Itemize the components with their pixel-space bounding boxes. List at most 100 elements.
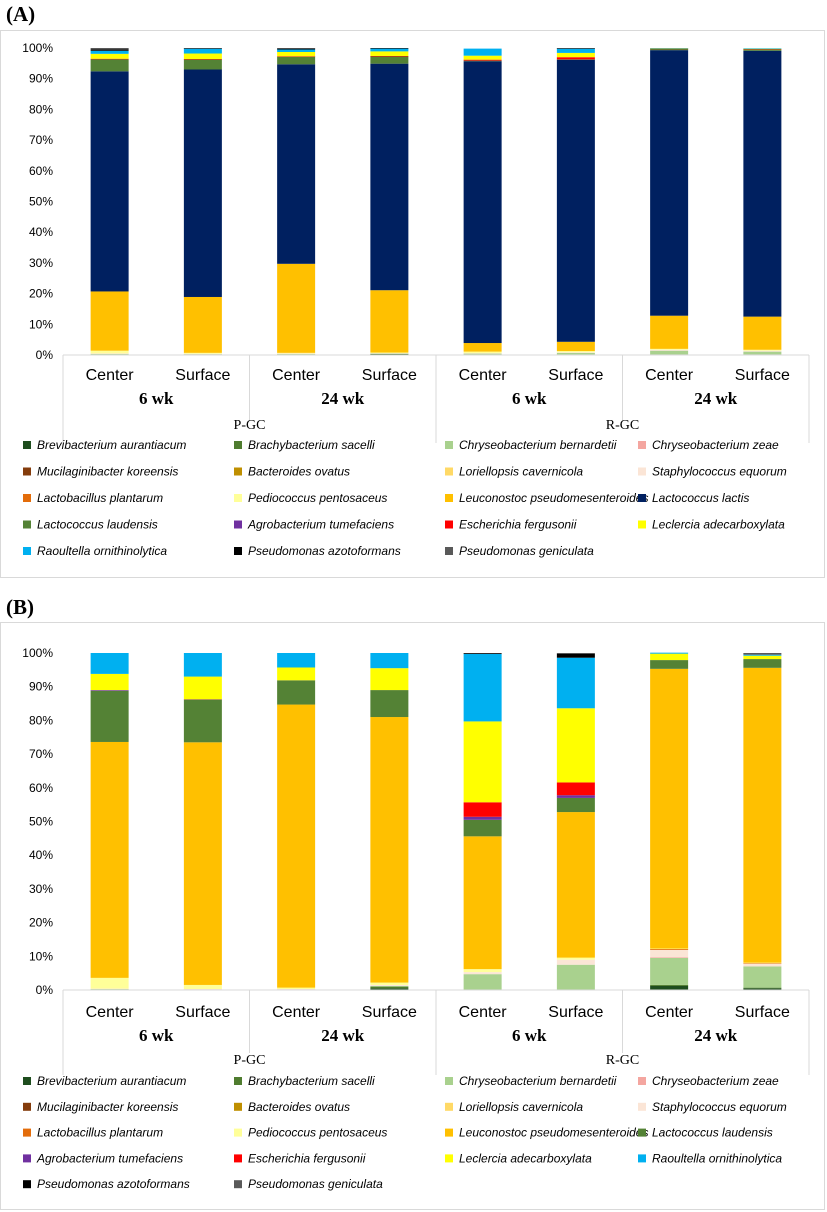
legend-label: Brevibacterium aurantiacum [37,1074,186,1088]
bar-segment [370,48,409,52]
legend-label: Chryseobacterium zeae [652,438,779,452]
y-tick-label: 80% [29,713,53,727]
legend-label: Pediococcus pentosaceus [248,491,387,505]
bar-segment [463,60,502,62]
bar-segment [650,48,689,50]
y-tick-label: 40% [29,225,53,239]
x-group-label: P-GC [234,418,266,433]
bar-segment [463,59,502,61]
bar-segment [556,959,595,965]
y-tick-label: 90% [29,680,53,694]
legend-label: Mucilaginibacter koreensis [37,1100,178,1114]
y-tick-label: 70% [29,133,53,147]
bar-segment [463,802,502,817]
legend-swatch [445,441,453,449]
bar-segment [370,985,409,987]
x-category-label: Surface [362,1004,417,1021]
y-tick-label: 50% [29,195,53,209]
bar-segment [183,352,222,354]
legend-swatch [234,1180,242,1189]
bar-segment [277,352,316,354]
bar-segment [183,296,222,353]
legend-label: Leclercia adecarboxylata [459,1151,592,1165]
legend-label: Loriellopsis cavernicola [459,1100,583,1114]
legend-swatch [638,441,646,449]
bar-segment [90,653,129,674]
y-tick-label: 10% [29,949,53,963]
legend-swatch [445,520,453,529]
legend-swatch [445,467,453,476]
bar-segment [743,50,782,317]
x-category-label: Surface [735,1004,790,1021]
legend-swatch [234,1154,242,1163]
y-tick-label: 0% [36,983,54,997]
bar-segment [556,708,595,783]
bar-segment [556,797,595,813]
bar-segment [183,69,222,297]
bar-segment [743,667,782,963]
bar-segment [463,48,502,56]
bar-segment [463,974,502,990]
legend-label: Lactobacillus plantarum [37,491,163,505]
bar-segment [463,353,502,355]
bar-segment [743,48,782,50]
legend-label: Brachybacterium sacelli [248,1074,375,1088]
bar-segment [183,53,222,60]
bar-segment [556,57,595,60]
bar-segment [743,988,782,990]
y-tick-label: 20% [29,287,53,301]
legend-swatch [638,1077,646,1085]
bar-segment [650,350,689,355]
legend-swatch [234,1077,242,1085]
bar-segment [743,653,782,655]
bar-segment [90,977,129,989]
legend-swatch [234,494,242,502]
bar-segment [743,655,782,660]
bar-segment [370,51,409,56]
bar-segment [90,690,129,742]
bar-segment [743,654,782,656]
bar-segment [650,948,689,950]
bar-segment [90,988,129,990]
bar-segment [90,49,129,51]
bar-segment [650,660,689,669]
legend-swatch [23,1128,31,1137]
bar-segment [650,48,689,49]
legend-swatch [638,1154,646,1163]
y-tick-label: 0% [36,348,54,362]
bar-segment [556,351,595,353]
bar-segment [463,653,502,655]
bar-segment [556,653,595,658]
bar-segment [463,351,502,354]
x-group-label: P-GC [234,1053,266,1068]
bar-segment [556,59,595,342]
bar-segment [556,782,595,796]
bar-segment [743,963,782,964]
y-tick-label: 100% [22,41,53,55]
bar-segment [277,988,316,990]
bar-segment [90,673,129,691]
bar-segment [463,836,502,970]
x-category-label: Center [86,1004,135,1021]
bar-segment [277,48,316,49]
bar-segment [90,48,129,50]
legend-swatch [23,494,31,502]
legend-label: Raoultella ornithinolytica [652,1151,782,1165]
legend-swatch [234,520,242,529]
legend-label: Leuconostoc pseudomesenteroides [459,491,648,505]
bar-segment [556,48,595,53]
legend-label: Bacteroides ovatus [248,465,350,479]
bar-segment [277,49,316,52]
bar-segment [370,982,409,985]
legend-swatch [23,1077,31,1085]
bar-segment [556,352,595,353]
legend-label: Staphylococcus equorum [652,465,787,479]
bar-segment [90,291,129,351]
bar-segment [183,676,222,700]
legend-label: Lactococcus laudensis [37,518,158,532]
bar-segment [183,48,222,54]
y-tick-label: 60% [29,164,53,178]
bar-segment [183,48,222,49]
legend-label: Lactococcus laudensis [652,1126,773,1140]
legend-label: Brevibacterium aurantiacum [37,438,186,452]
